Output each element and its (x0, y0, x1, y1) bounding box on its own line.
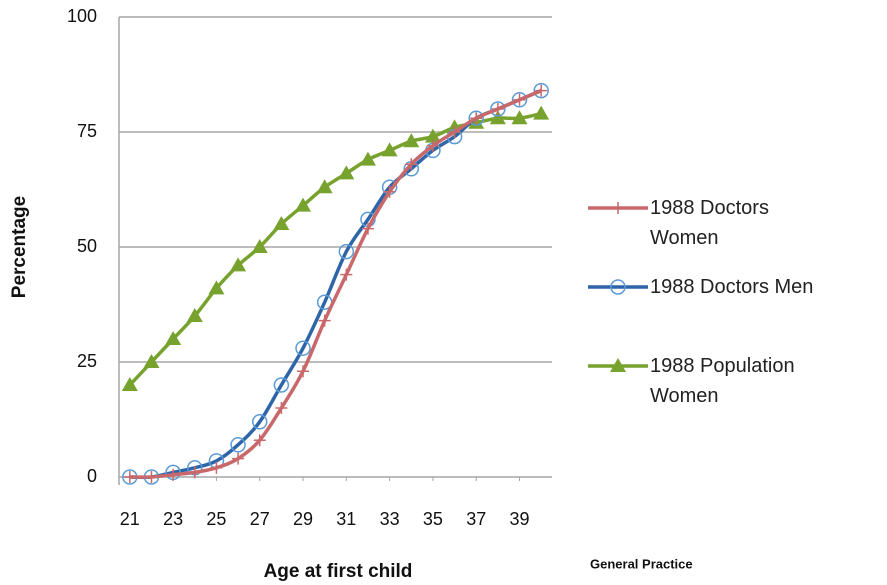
marker (424, 128, 441, 143)
marker (251, 239, 268, 253)
x-tick-label: 33 (380, 509, 400, 529)
legend-label: 1988 Population Women (650, 355, 795, 407)
source-note: General Practice (590, 556, 693, 571)
marker (230, 257, 247, 272)
marker (533, 82, 549, 99)
marker (230, 437, 246, 453)
legend-entry: 1988 Doctors Men (580, 272, 880, 302)
marker (338, 165, 355, 180)
marker (340, 268, 353, 281)
x-tick-label: 37 (466, 509, 486, 529)
marker (610, 279, 626, 295)
marker (533, 105, 550, 120)
legend-label: 1988 Doctors Men (650, 276, 814, 298)
marker (295, 197, 312, 212)
marker (381, 142, 398, 157)
legend-key (588, 279, 648, 295)
marker (511, 92, 528, 108)
marker (232, 452, 245, 465)
marker (273, 216, 290, 230)
marker (513, 93, 526, 106)
legend-key (588, 202, 648, 214)
y-axis-title: Percentage (9, 196, 30, 298)
marker (426, 139, 439, 152)
legend-label: 1988 Doctors Women (650, 197, 769, 249)
marker (318, 314, 331, 327)
marker (295, 340, 311, 356)
x-tick-label: 23 (163, 509, 183, 529)
x-tick-label: 27 (250, 509, 270, 529)
x-tick-label: 25 (206, 509, 226, 529)
series-line (129, 88, 542, 480)
marker (251, 414, 268, 430)
series (121, 105, 550, 391)
marker (612, 202, 624, 214)
marker (468, 110, 484, 126)
x-tick-label: 29 (293, 509, 313, 529)
marker (253, 434, 266, 447)
x-axis-title: Age at first child (264, 561, 413, 582)
marker (610, 358, 626, 372)
marker (188, 466, 201, 479)
marker (208, 280, 225, 295)
marker (316, 179, 333, 194)
y-tick-label: 75 (77, 121, 97, 141)
y-tick-label: 0 (87, 466, 97, 486)
marker (165, 331, 182, 345)
series-line (129, 88, 542, 479)
marker (143, 354, 160, 368)
marker (470, 112, 483, 125)
x-tick-label: 35 (423, 509, 443, 529)
marker (383, 185, 396, 198)
series (123, 84, 548, 483)
legend-key (588, 358, 648, 372)
marker (403, 133, 420, 148)
marker (186, 308, 203, 322)
marker (210, 461, 223, 474)
legend-entry: 1988 Population Women (580, 351, 880, 411)
series-line (128, 111, 542, 387)
marker (491, 103, 504, 115)
marker (338, 243, 355, 260)
x-tick-label: 31 (336, 509, 356, 529)
marker (123, 471, 136, 483)
x-tick-label: 39 (510, 509, 530, 529)
marker (297, 365, 310, 378)
marker (275, 402, 288, 414)
marker (145, 471, 158, 483)
marker (167, 468, 180, 481)
marker (359, 151, 376, 166)
marker (273, 377, 290, 393)
y-tick-label: 100 (67, 6, 97, 26)
marker (361, 222, 374, 235)
marker (511, 110, 528, 125)
marker (490, 101, 506, 117)
marker (405, 158, 418, 171)
legend-entry: 1988 Doctors Women (580, 193, 880, 253)
y-tick-label: 25 (77, 351, 97, 371)
marker (535, 84, 548, 97)
marker (448, 126, 461, 138)
series (122, 82, 549, 485)
marker (489, 110, 506, 125)
x-tick-label: 21 (120, 509, 140, 529)
y-tick-label: 50 (77, 236, 97, 256)
marker (121, 377, 138, 391)
